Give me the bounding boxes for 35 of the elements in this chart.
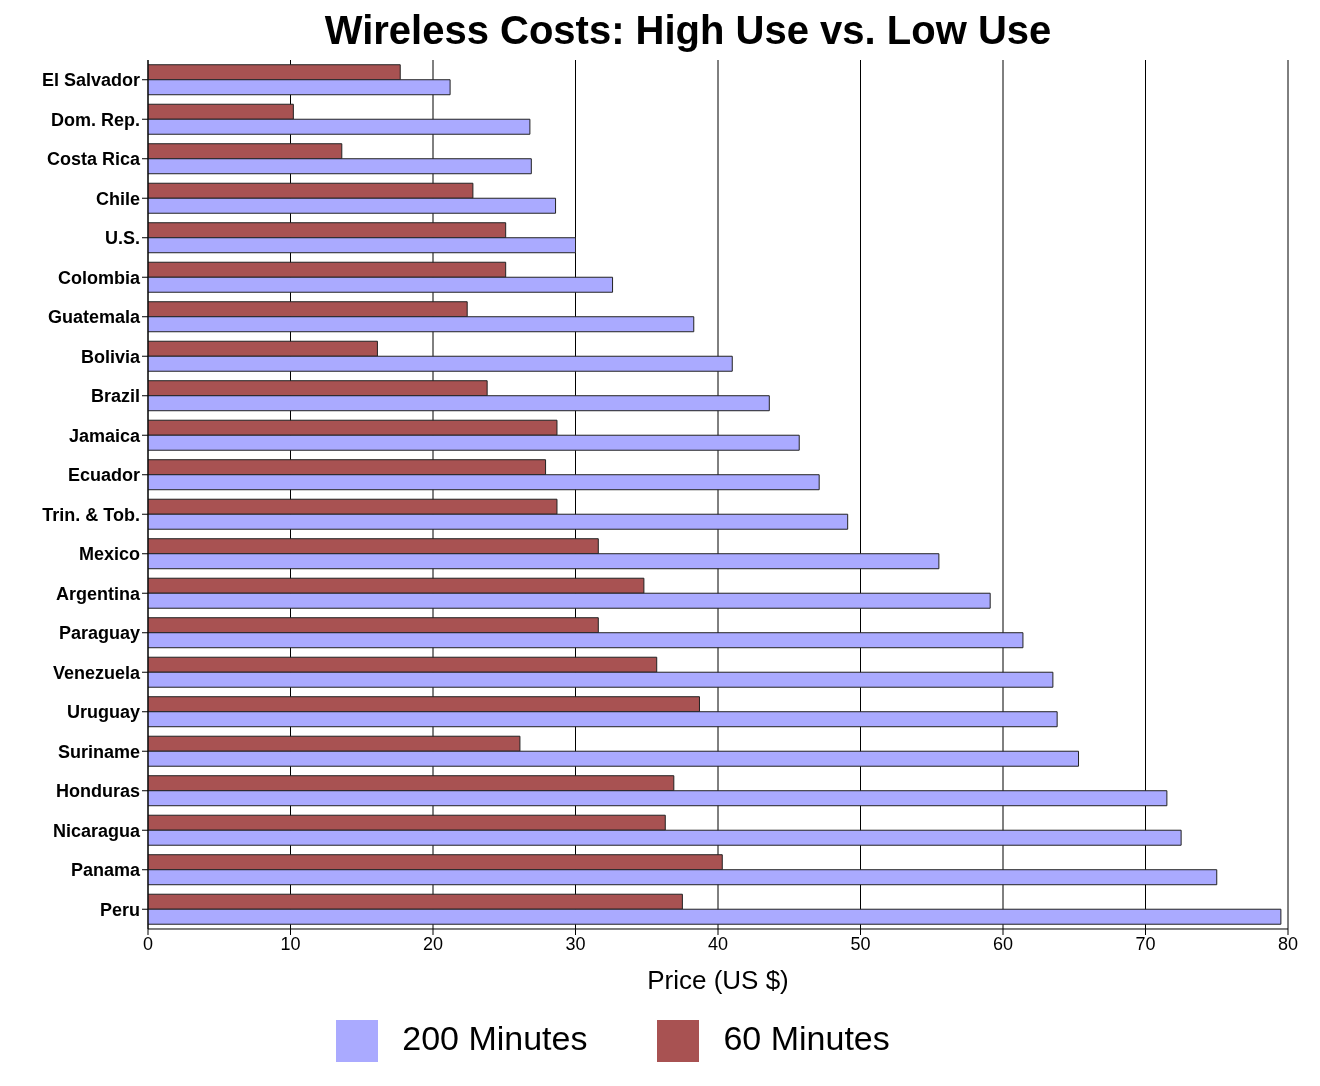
y-tick-label: Paraguay — [58, 623, 140, 644]
x-tick-label: 60 — [992, 933, 1014, 954]
chart-title: Wireless Costs: High Use vs. Low Use — [323, 8, 1053, 52]
y-tick-label: Dom. Rep. — [50, 109, 140, 130]
y-tick-label: Nicaragua — [52, 820, 141, 841]
x-tick-label: 80 — [1277, 933, 1299, 954]
x-tick-label: 50 — [850, 933, 871, 954]
y-tick-label: Ecuador — [67, 465, 140, 486]
y-tick-label: Bolivia — [80, 346, 141, 367]
x-tick-label: 70 — [1135, 933, 1156, 954]
x-tick-label: 0 — [142, 933, 154, 954]
x-axis-title: Price (US $) — [647, 964, 789, 995]
y-tick-label: Argentina — [55, 583, 141, 604]
y-tick-label: El Salvador — [41, 70, 140, 91]
x-tick-label: 20 — [422, 933, 444, 954]
y-tick-label: Uruguay — [66, 702, 140, 723]
y-tick-label: U.S. — [104, 228, 140, 249]
y-tick-label: Honduras — [55, 781, 140, 802]
y-tick-label: Trin. & Tob. — [42, 504, 140, 525]
y-tick-label: Costa Rica — [46, 149, 141, 170]
y-tick-label: Mexico — [78, 544, 140, 565]
y-tick-label: Jamaica — [68, 425, 141, 446]
y-tick-label: Suriname — [57, 741, 140, 762]
y-tick-label: Colombia — [57, 267, 141, 288]
y-tick-label: Peru — [99, 899, 140, 920]
y-tick-label: Venezuela — [52, 662, 141, 683]
x-tick-label: 40 — [707, 933, 729, 954]
y-tick-label: Panama — [70, 860, 141, 881]
x-tick-label: 10 — [280, 933, 301, 954]
y-tick-label: Chile — [95, 188, 140, 209]
y-tick-label: Brazil — [90, 386, 140, 407]
legend-label: 60 Minutes — [723, 1018, 890, 1057]
y-tick-label: Guatemala — [47, 307, 141, 328]
legend-label: 200 Minutes — [402, 1018, 588, 1057]
x-tick-label: 30 — [565, 933, 586, 954]
